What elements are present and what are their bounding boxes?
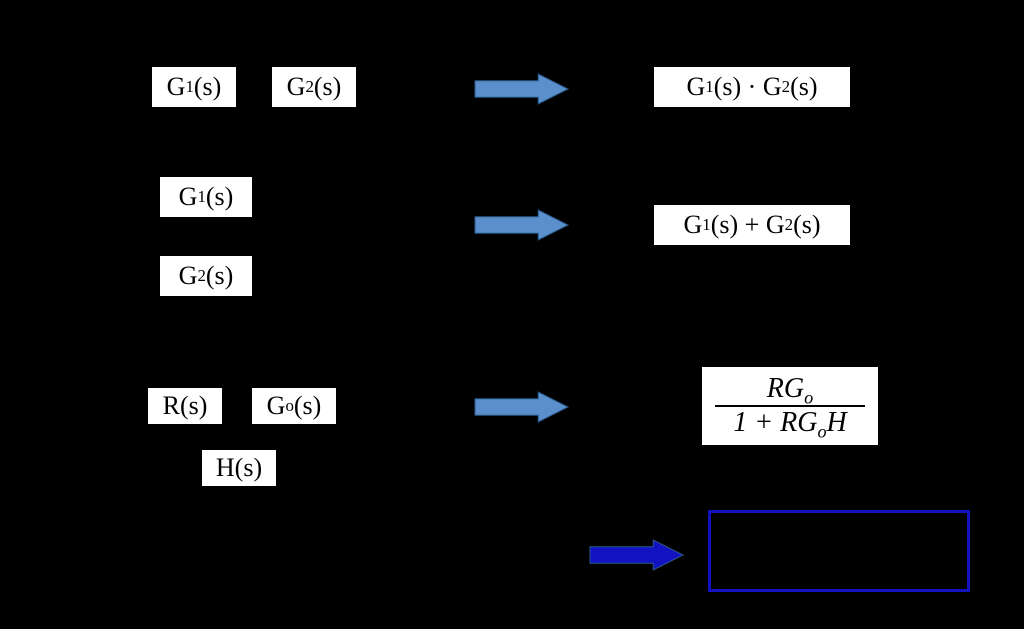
- derivation-lhs-frac: Y(s)W(s): [90, 520, 159, 588]
- parallel-block-g2: G2(s): [158, 254, 254, 298]
- feedback-block-go: Go(s): [250, 386, 338, 426]
- feedback-block-r: R(s): [146, 386, 224, 426]
- series-block-g2: G2(s): [270, 65, 358, 109]
- parallel-block-g1: G1(s): [158, 175, 254, 219]
- feedback-block-h: H(s): [200, 448, 278, 488]
- derivation-question-mark: = ?: [168, 538, 205, 568]
- feedback-sum-node: +: [108, 390, 140, 422]
- series-result-block: G1(s) · G2(s): [652, 65, 852, 109]
- derivation-eq-1: Y = RGoE = RGoW − RGoHY: [236, 518, 542, 548]
- parallel-sum-node: +: [305, 209, 337, 241]
- feedback-result-block: RGo1 + RGoH: [700, 365, 880, 447]
- derivation-result-equation: Y(s)W(s) = RGo1 + RGoH: [720, 516, 964, 578]
- parallel-result-block: G1(s) + G2(s): [652, 203, 852, 247]
- derivation-eq-2: E = W − HY: [236, 554, 368, 584]
- feedback-minus-label: −: [102, 424, 113, 447]
- series-block-g1: G1(s): [150, 65, 238, 109]
